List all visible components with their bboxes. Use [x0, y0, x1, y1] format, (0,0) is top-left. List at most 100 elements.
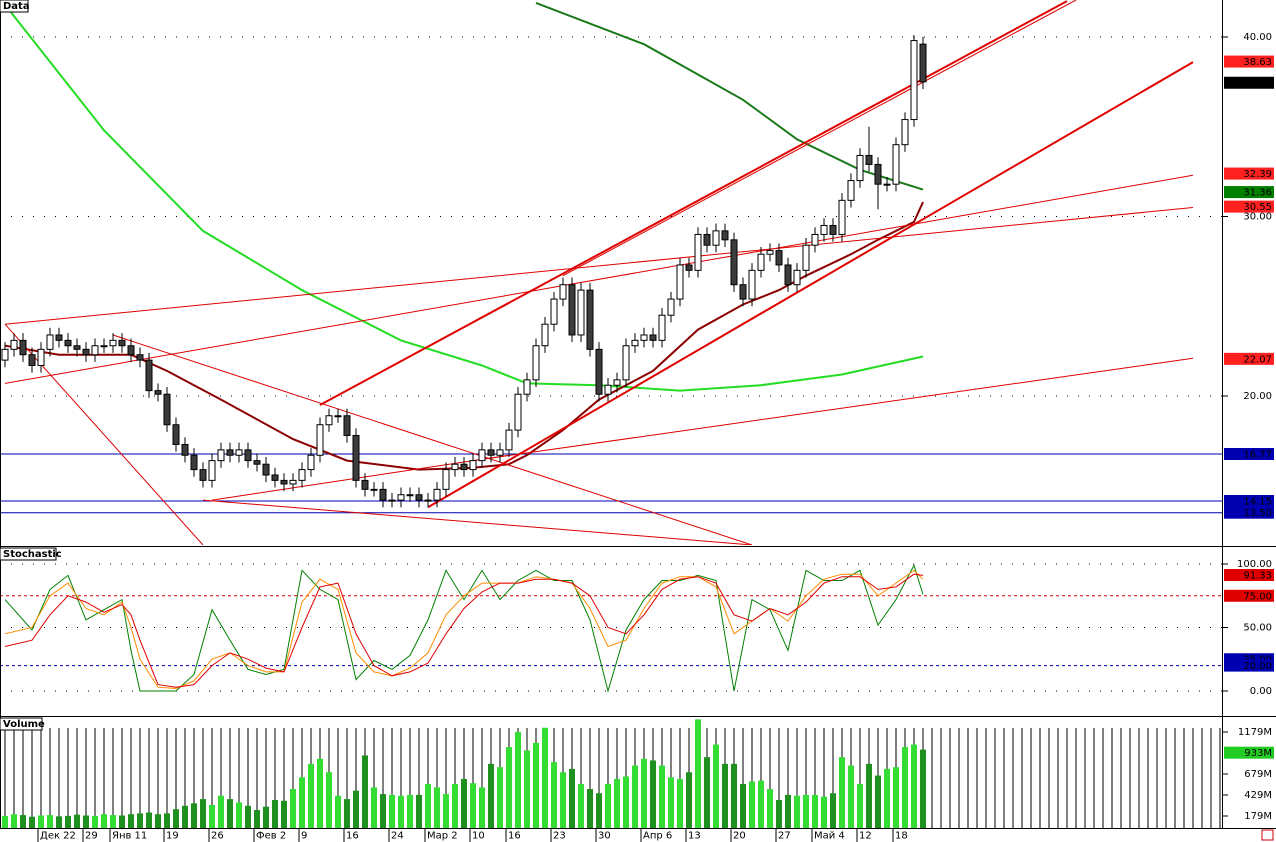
- bar: [2, 815, 8, 828]
- bar: [479, 787, 485, 828]
- candle-body: [343, 415, 351, 436]
- candle-body: [91, 345, 99, 356]
- candle-body: [577, 289, 585, 336]
- candle-body: [424, 499, 432, 502]
- candle-body: [82, 348, 90, 356]
- bar: [434, 787, 440, 828]
- candle-body: [640, 334, 648, 341]
- bar: [335, 795, 341, 828]
- value-badge: [1224, 352, 1274, 365]
- bar: [470, 783, 476, 828]
- candle-body: [892, 144, 900, 185]
- candle-body: [442, 469, 450, 490]
- bar: [587, 789, 593, 828]
- y-tick-label: 1179M: [1238, 727, 1272, 738]
- value-badge-label: 22.07: [1243, 354, 1272, 365]
- bar: [74, 814, 80, 828]
- candle-body: [244, 449, 252, 462]
- value-badge: [1224, 746, 1274, 759]
- candle-body: [658, 314, 666, 341]
- bar: [758, 780, 764, 828]
- candle-body: [685, 264, 693, 271]
- x-tick-label: Май 4: [814, 831, 845, 842]
- bar: [596, 793, 602, 828]
- bar: [551, 762, 557, 828]
- candle-body: [811, 233, 819, 246]
- y-tick-label: 0.00: [1250, 686, 1272, 697]
- bar: [425, 784, 431, 828]
- candle-body: [631, 339, 639, 347]
- panel-title: Volume: [3, 719, 45, 730]
- x-tick-label: 27: [778, 831, 791, 842]
- x-tick-label: 18: [895, 831, 908, 842]
- bar: [119, 815, 125, 828]
- candle-body: [496, 449, 504, 456]
- bar: [110, 815, 116, 828]
- candle-body: [910, 40, 918, 121]
- candle-body: [883, 183, 891, 186]
- bar: [380, 794, 386, 828]
- bar: [659, 765, 665, 828]
- bar: [362, 755, 368, 828]
- panel-title: Stochastic: [3, 549, 62, 560]
- candle-body: [181, 443, 189, 456]
- candle-body: [37, 348, 45, 366]
- candle-body: [550, 298, 558, 325]
- bar: [407, 794, 413, 828]
- candle-body: [505, 429, 513, 451]
- bar: [47, 815, 53, 828]
- candle-body: [127, 345, 135, 356]
- title-box: [0, 0, 29, 13]
- line: [4, 573, 924, 688]
- bar: [344, 799, 350, 828]
- x-tick-label: Мар 2: [427, 831, 458, 842]
- value-badge-label: 20.00: [1243, 661, 1272, 672]
- value-badge-label: 13.50: [1243, 508, 1272, 519]
- candle-body: [10, 339, 18, 350]
- bar: [920, 749, 926, 828]
- candle-body: [874, 163, 882, 185]
- bar: [632, 765, 638, 828]
- bar: [92, 815, 98, 828]
- corner-button[interactable]: [1261, 829, 1274, 841]
- x-tick-label: 24: [391, 831, 404, 842]
- bar: [308, 763, 314, 828]
- value-badge: [1224, 569, 1274, 582]
- bar: [182, 805, 188, 828]
- stochastic-panel: [0, 563, 1222, 693]
- x-tick-label: 12: [859, 831, 872, 842]
- bar: [497, 767, 503, 828]
- y-tick-label: 50.00: [1243, 622, 1272, 633]
- bar: [848, 765, 854, 828]
- candle-body: [676, 264, 684, 300]
- x-tick-label: 19: [166, 831, 179, 842]
- candle-body: [775, 250, 783, 266]
- bar: [614, 778, 620, 828]
- candle-body: [28, 354, 36, 366]
- candle-body: [739, 284, 747, 300]
- candle-body: [820, 224, 828, 235]
- x-tick-label: 13: [688, 831, 701, 842]
- candle-body: [298, 469, 306, 481]
- candle-body: [568, 284, 576, 336]
- candle-body: [361, 479, 369, 490]
- candle-body: [415, 494, 423, 501]
- candle-body: [460, 463, 468, 471]
- bar: [605, 784, 611, 828]
- bar: [893, 767, 899, 828]
- candle-body: [865, 154, 873, 165]
- candle-body: [1, 348, 9, 361]
- line: [4, 201, 924, 471]
- value-badge: [1224, 167, 1274, 180]
- candle-body: [334, 415, 342, 418]
- line: [535, 1, 924, 191]
- bar: [416, 794, 422, 828]
- candle-body: [514, 393, 522, 431]
- bar: [488, 763, 494, 828]
- value-badge-label: 75.00: [1243, 591, 1272, 602]
- value-badge-label: 37.45: [1243, 78, 1272, 89]
- bar: [803, 794, 809, 828]
